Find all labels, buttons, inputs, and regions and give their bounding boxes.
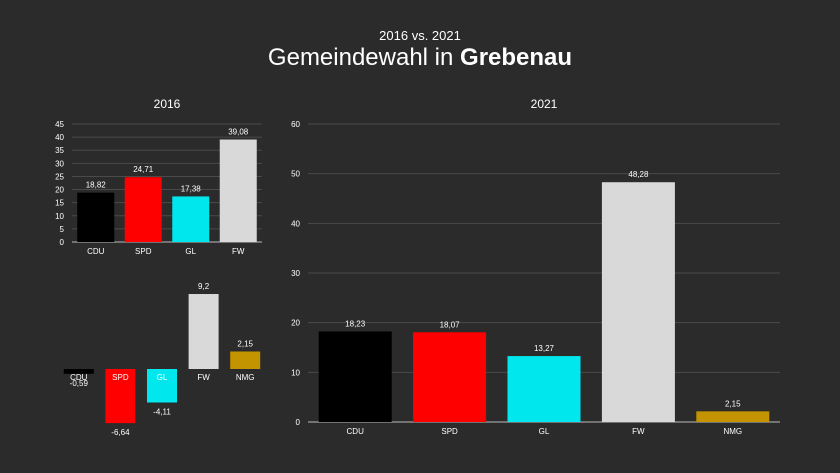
chart-subtitle: 2016 vs. 2021 xyxy=(379,28,461,43)
bar-gl xyxy=(507,356,581,422)
y-tick-label: 0 xyxy=(60,238,65,247)
data-label-cdu: 18,82 xyxy=(86,181,107,190)
bar-cdu xyxy=(318,331,392,422)
bar-fw xyxy=(601,182,675,422)
y-tick-label: 30 xyxy=(291,269,300,278)
y-tick-label: 50 xyxy=(291,170,300,179)
diff-bar-spd xyxy=(105,369,136,424)
diff-category-gl: GL xyxy=(157,373,168,382)
data-label-cdu: 18,23 xyxy=(345,319,366,328)
y-tick-label: 40 xyxy=(55,133,64,142)
y-tick-label: 5 xyxy=(60,225,65,234)
diff-category-spd: SPD xyxy=(112,373,129,382)
data-label-fw: 39,08 xyxy=(228,128,249,137)
bar-fw xyxy=(219,139,257,242)
bar-spd xyxy=(413,332,487,422)
data-label-gl: 13,27 xyxy=(534,344,555,353)
diff-bar-gl xyxy=(147,369,177,403)
diff-category-cdu: CDU xyxy=(70,373,88,382)
bar-spd xyxy=(124,177,162,242)
x-tick-label-fw: FW xyxy=(232,247,245,256)
bar-cdu xyxy=(77,192,115,242)
data-label-nmg: 2,15 xyxy=(725,399,741,408)
diff-bar-nmg xyxy=(230,351,261,369)
y-tick-label: 30 xyxy=(55,159,64,168)
diff-bar-fw xyxy=(188,294,219,369)
chart-title-2016: 2016 xyxy=(154,97,181,111)
y-tick-label: 40 xyxy=(291,219,300,228)
x-tick-label-fw: FW xyxy=(632,427,645,436)
diff-category-nmg: NMG xyxy=(236,373,255,382)
diff-label-cdu: -0,59 xyxy=(70,379,89,388)
bar-gl xyxy=(172,196,210,242)
data-label-spd: 18,07 xyxy=(440,320,461,329)
data-label-spd: 24,71 xyxy=(133,165,154,174)
diff-category-fw: FW xyxy=(197,373,210,382)
y-tick-label: 15 xyxy=(55,199,64,208)
y-tick-label: 0 xyxy=(296,418,301,427)
y-tick-label: 35 xyxy=(55,146,64,155)
x-tick-label-spd: SPD xyxy=(135,247,152,256)
x-tick-label-gl: GL xyxy=(539,427,550,436)
x-tick-label-spd: SPD xyxy=(441,427,458,436)
title-prefix: Gemeindewahl in xyxy=(267,44,461,71)
y-tick-label: 20 xyxy=(291,319,300,328)
y-tick-label: 45 xyxy=(55,120,64,129)
x-tick-label-cdu: CDU xyxy=(87,247,105,256)
y-tick-label: 10 xyxy=(55,212,64,221)
data-label-gl: 17,38 xyxy=(181,184,202,193)
x-tick-label-cdu: CDU xyxy=(347,427,365,436)
y-tick-label: 60 xyxy=(291,120,300,129)
title-municipality: Grebenau xyxy=(460,44,573,71)
diff-bar-cdu xyxy=(63,369,94,374)
y-tick-label: 20 xyxy=(55,186,64,195)
bar-nmg xyxy=(696,411,770,422)
x-tick-label-nmg: NMG xyxy=(723,427,742,436)
diff-label-nmg: 2,15 xyxy=(237,339,253,348)
data-label-fw: 48,28 xyxy=(628,170,649,179)
diff-label-gl: -4,11 xyxy=(153,407,171,416)
y-tick-label: 10 xyxy=(291,368,300,377)
chart-title-2021: 2021 xyxy=(531,97,558,111)
chart-title: Gemeindewahl in Grebenau xyxy=(0,44,840,72)
diff-label-spd: -6,64 xyxy=(111,428,130,437)
diff-label-fw: 9,2 xyxy=(198,282,210,291)
x-tick-label-gl: GL xyxy=(185,247,196,256)
y-tick-label: 25 xyxy=(55,172,64,181)
